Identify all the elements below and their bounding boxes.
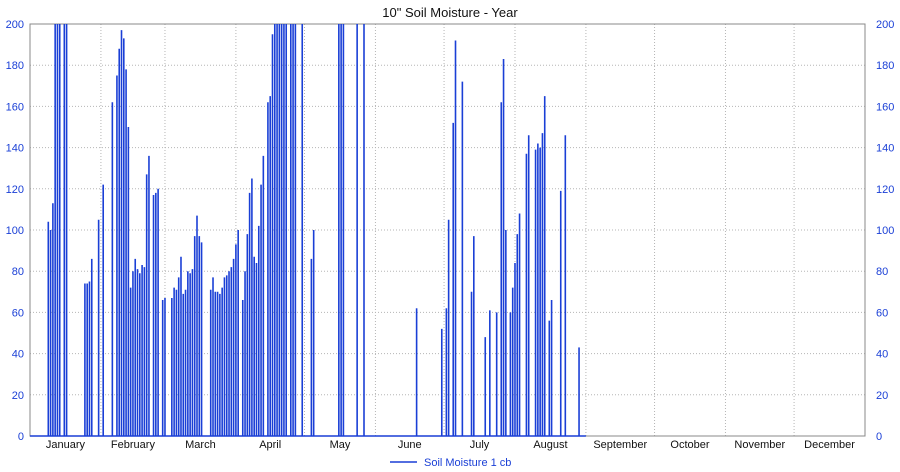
y-tick-label-left: 60 xyxy=(12,307,24,319)
y-tick-label-left: 40 xyxy=(12,349,24,361)
x-axis-ticks: January February March April May June July Augu… xyxy=(46,439,855,451)
y-tick-label-left: 0 xyxy=(18,431,24,443)
y-tick-label-left: 100 xyxy=(6,225,24,237)
y-tick-label-left: 120 xyxy=(6,184,24,196)
x-tick-label-month: June xyxy=(398,439,422,451)
axes xyxy=(29,23,866,437)
x-tick-label-month: November xyxy=(734,439,785,451)
x-tick-label-month: October xyxy=(670,439,709,451)
x-tick-label-month: August xyxy=(533,439,567,451)
x-tick-label-month: July xyxy=(470,439,490,451)
y-tick-label-right: 0 xyxy=(876,431,882,443)
y-tick-label-right: 20 xyxy=(876,390,888,402)
x-tick-label-month: May xyxy=(330,439,351,451)
y-tick-label-left: 20 xyxy=(12,390,24,402)
y-tick-label-right: 140 xyxy=(876,143,894,155)
legend: Soil Moisture 1 cb xyxy=(390,457,511,469)
y-axis-right-ticks: 0 20 40 60 80 100 120 140 160 180 200 xyxy=(876,19,894,443)
y-tick-label-right: 180 xyxy=(876,60,894,72)
y-tick-label-right: 120 xyxy=(876,184,894,196)
x-tick-label-month: April xyxy=(259,439,281,451)
x-tick-label-month: September xyxy=(593,439,647,451)
y-tick-label-left: 200 xyxy=(6,19,24,31)
y-tick-label-right: 160 xyxy=(876,101,894,113)
data-bars xyxy=(47,24,580,436)
y-axis-left-ticks: 0 20 40 60 80 100 120 140 160 180 200 xyxy=(6,19,24,443)
y-tick-label-right: 80 xyxy=(876,266,888,278)
x-tick-label-month: March xyxy=(185,439,216,451)
y-tick-label-left: 180 xyxy=(6,60,24,72)
chart-title: 10" Soil Moisture - Year xyxy=(382,5,518,20)
x-tick-label-month: January xyxy=(46,439,86,451)
y-tick-label-left: 140 xyxy=(6,143,24,155)
x-tick-label-month: December xyxy=(804,439,855,451)
legend-label: Soil Moisture 1 cb xyxy=(424,457,511,469)
y-tick-label-right: 40 xyxy=(876,349,888,361)
y-tick-label-left: 80 xyxy=(12,266,24,278)
x-tick-label-month: February xyxy=(111,439,156,451)
y-tick-label-right: 100 xyxy=(876,225,894,237)
y-tick-label-right: 200 xyxy=(876,19,894,31)
y-tick-label-left: 160 xyxy=(6,101,24,113)
y-tick-label-right: 60 xyxy=(876,307,888,319)
